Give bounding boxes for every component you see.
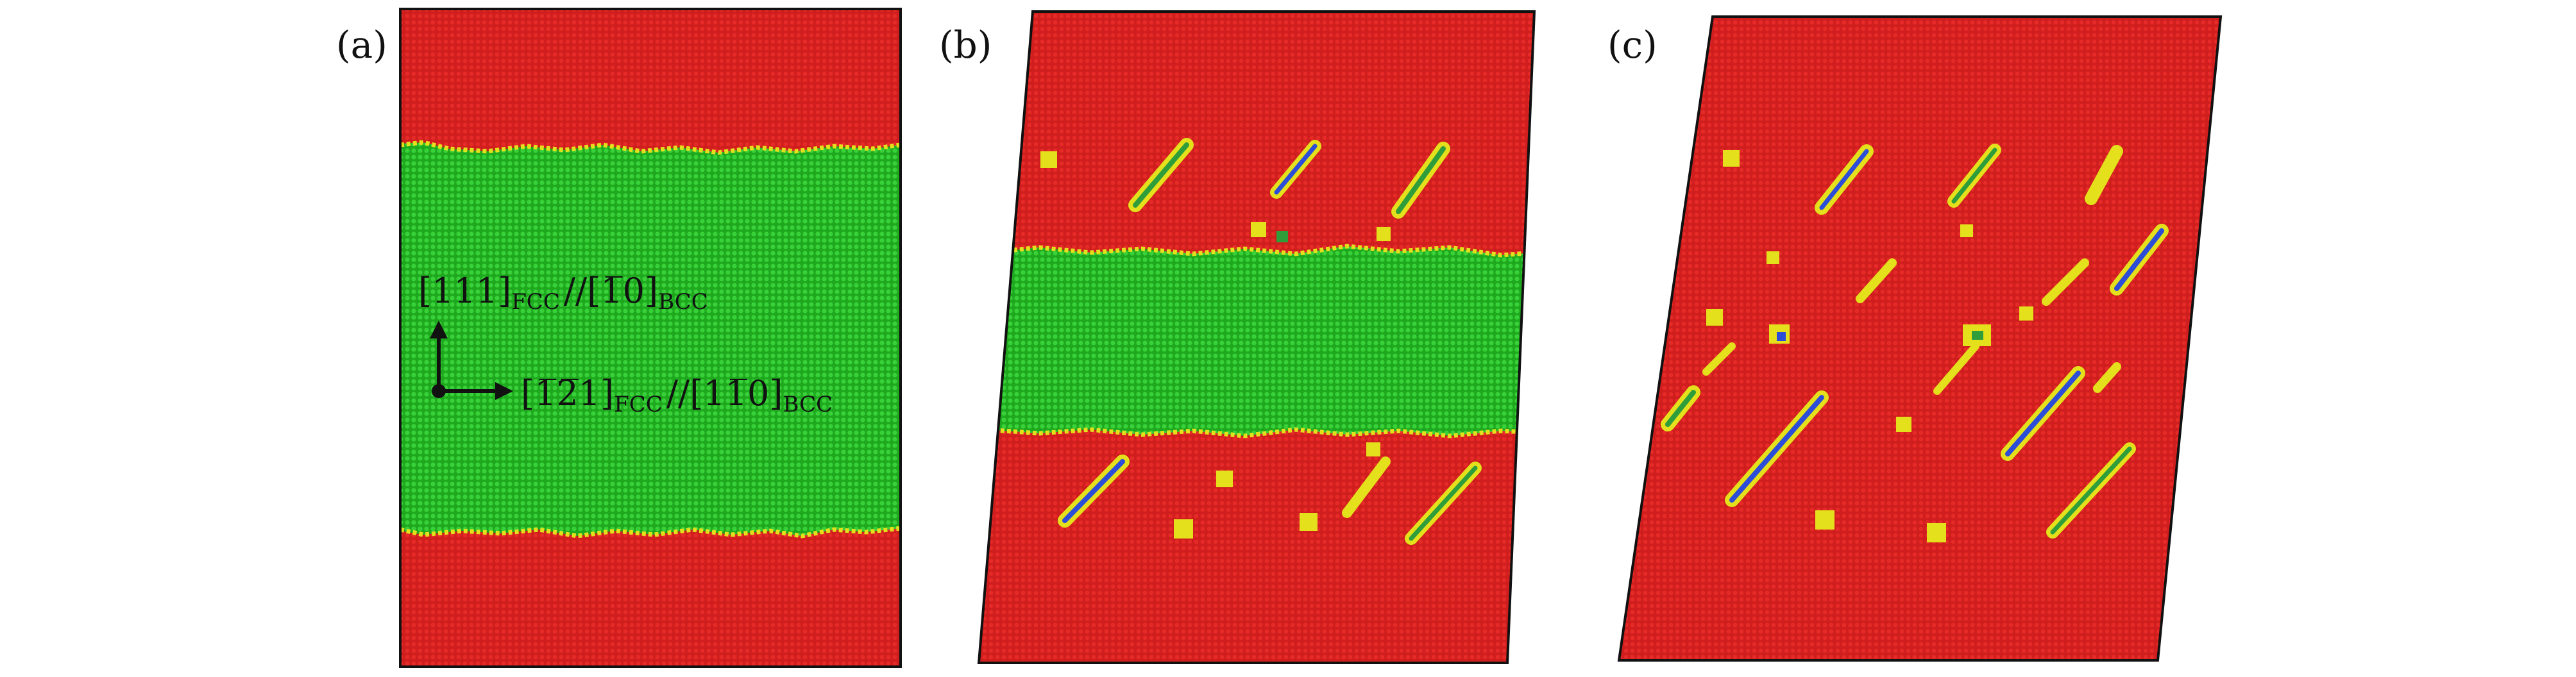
- panel-label-c: (c): [1607, 23, 1657, 67]
- bcc-band: [988, 246, 1534, 436]
- vertical-direction-label: [111]FCC//[1̅0]BCC: [418, 271, 708, 315]
- interface-bottom: [400, 526, 901, 539]
- arrowhead-right-icon: [495, 382, 513, 400]
- panel-label-b: (b): [939, 23, 992, 67]
- panel-c-border: [1617, 15, 2223, 662]
- defect-clusters: [1706, 150, 2033, 542]
- defect-clusters: [1040, 151, 1391, 539]
- panel-b-border: [977, 10, 1536, 664]
- panel-c: [1617, 15, 2223, 662]
- bcc-band: [400, 142, 901, 536]
- interface-top: [1000, 244, 1534, 258]
- panel-a: [399, 8, 902, 668]
- defect-streaks: [1661, 144, 2169, 539]
- orientation-axes: [430, 321, 513, 400]
- panel-label-a: (a): [336, 23, 387, 67]
- horizontal-direction-label: [1̅2̅1]FCC//[11̅0]BCC: [521, 373, 833, 417]
- interface-bottom: [987, 427, 1534, 439]
- defect-streaks: [1058, 138, 1482, 545]
- interface-top: [400, 140, 901, 155]
- panel-a-border: [399, 8, 902, 668]
- arrowhead-up-icon: [430, 321, 448, 338]
- fcc-region: [1619, 17, 2221, 660]
- panel-b: [977, 10, 1536, 664]
